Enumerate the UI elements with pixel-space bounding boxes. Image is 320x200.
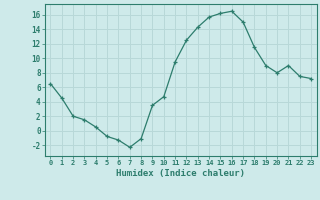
X-axis label: Humidex (Indice chaleur): Humidex (Indice chaleur) (116, 169, 245, 178)
